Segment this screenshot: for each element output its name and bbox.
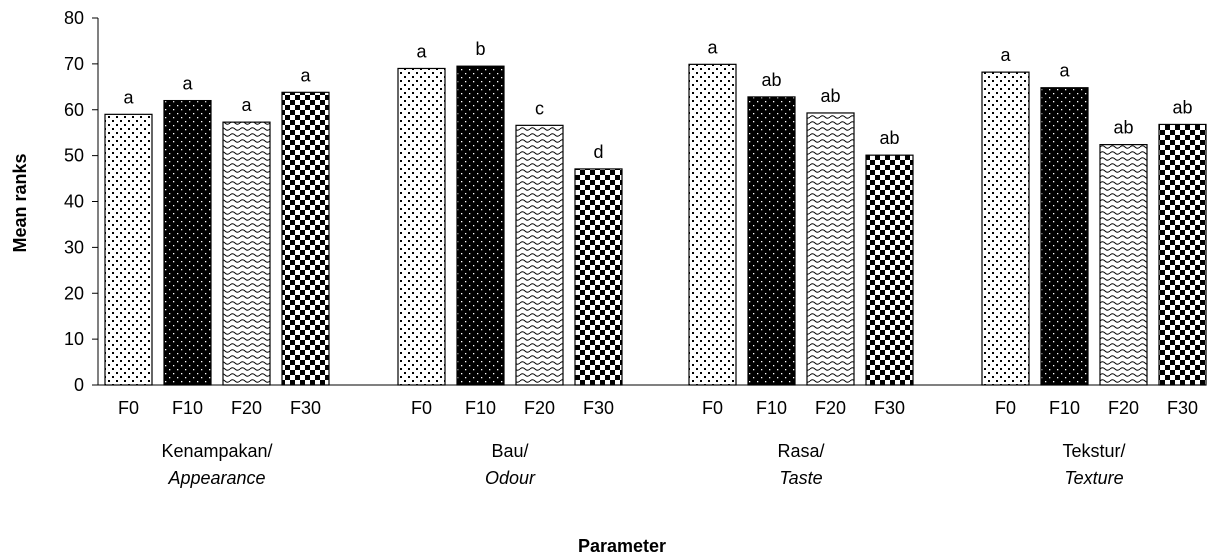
y-tick-label: 60	[64, 100, 84, 120]
significance-letter: d	[593, 142, 603, 162]
x-tick-label: F0	[995, 398, 1016, 418]
y-axis-ticks: 0 10 20 30 40 50 60 70 80	[64, 8, 98, 395]
bar-f20	[806, 112, 855, 386]
y-tick-label: 50	[64, 146, 84, 166]
significance-letter: ab	[761, 70, 781, 90]
y-tick-label: 0	[74, 375, 84, 395]
x-tick-label: F20	[231, 398, 262, 418]
x-tick-label: F0	[411, 398, 432, 418]
significance-letter: ab	[1172, 97, 1192, 117]
significance-letter: ab	[820, 86, 840, 106]
significance-letter: ab	[879, 128, 899, 148]
x-tick-label: F10	[756, 398, 787, 418]
x-tick-label: F10	[172, 398, 203, 418]
significance-letter: a	[1059, 61, 1070, 81]
significance-letter: a	[416, 41, 427, 61]
bar-f30	[281, 91, 330, 386]
bar-f20	[1099, 144, 1148, 386]
bar-f10	[747, 96, 796, 386]
bar-f10	[1040, 87, 1089, 386]
x-tick-label: F0	[118, 398, 139, 418]
x-tick-label: F30	[1167, 398, 1198, 418]
bar-f30	[574, 168, 623, 386]
y-tick-label: 30	[64, 237, 84, 257]
group-label-line2: Appearance	[167, 468, 265, 488]
bar-f0	[104, 113, 153, 386]
bar-f10	[163, 99, 212, 386]
x-tick-label: F30	[290, 398, 321, 418]
group-label-line1: Tekstur/	[1062, 441, 1125, 461]
bar-f30	[865, 154, 914, 386]
bars-layer	[104, 63, 1207, 386]
x-tick-label: F20	[1108, 398, 1139, 418]
group-label-line2: Texture	[1064, 468, 1123, 488]
group-labels: Kenampakan/Appearance Bau/Odour Rasa/Taste…	[161, 441, 1125, 488]
y-tick-label: 70	[64, 54, 84, 74]
y-tick-label: 40	[64, 192, 84, 212]
x-tick-label: F30	[874, 398, 905, 418]
x-tick-label: F10	[1049, 398, 1080, 418]
group-label-line1: Rasa/	[777, 441, 824, 461]
x-tick-label: F0	[702, 398, 723, 418]
significance-letter: a	[300, 65, 311, 85]
significance-letter: a	[182, 74, 193, 94]
x-tick-label: F30	[583, 398, 614, 418]
bar-f0	[688, 63, 737, 386]
x-tick-label: F20	[524, 398, 555, 418]
y-axis-title: Mean ranks	[10, 153, 30, 252]
bar-f0	[397, 67, 446, 386]
significance-letter: c	[535, 98, 544, 118]
significance-letter: a	[123, 87, 134, 107]
group-label-line2: Odour	[485, 468, 536, 488]
x-tick-label: F20	[815, 398, 846, 418]
bar-f30	[1158, 123, 1207, 386]
bar-category-labels: F0 F10 F20 F30 F0 F10 F20 F30 F0 F10 F20 F30 F0 F10 F2…	[118, 398, 1198, 418]
x-tick-label: F10	[465, 398, 496, 418]
y-tick-label: 20	[64, 283, 84, 303]
group-label-line2: Taste	[779, 468, 822, 488]
bar-f20	[222, 121, 271, 386]
group-label-line1: Kenampakan/	[161, 441, 272, 461]
bar-f0	[981, 71, 1030, 386]
y-tick-label: 80	[64, 8, 84, 28]
significance-letter: ab	[1113, 118, 1133, 138]
y-tick-label: 10	[64, 329, 84, 349]
significance-letter: a	[707, 37, 718, 57]
bar-f10	[456, 65, 505, 386]
x-axis-title: Parameter	[578, 536, 666, 556]
group-label-line1: Bau/	[491, 441, 528, 461]
bar-f20	[515, 124, 564, 386]
significance-letter: a	[1000, 45, 1011, 65]
significance-letter: b	[475, 39, 485, 59]
significance-letter: a	[241, 95, 252, 115]
